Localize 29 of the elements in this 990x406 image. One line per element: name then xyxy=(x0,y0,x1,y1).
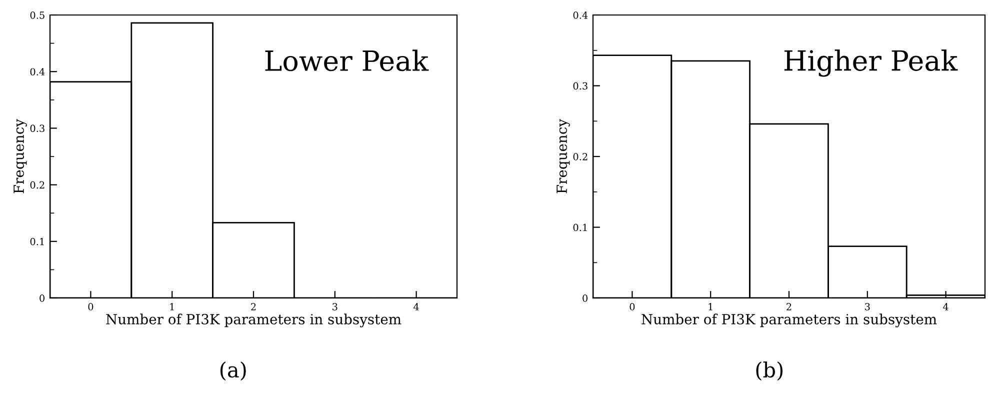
y-tick-label: 0.1 xyxy=(30,238,44,246)
y-tick-label: 0.2 xyxy=(30,181,44,189)
y-tick-label: 0.4 xyxy=(30,68,45,76)
y-axis-title: Frequency xyxy=(556,118,570,194)
x-tick-label: 2 xyxy=(251,303,256,310)
text: (a) xyxy=(220,362,246,381)
x-tick-label: 0 xyxy=(630,303,635,310)
x-tick-label: 1 xyxy=(708,303,712,310)
y-tick-label: 0.2 xyxy=(573,152,588,160)
x-tick-label: 3 xyxy=(332,303,338,310)
y-tick-label: 0.1 xyxy=(573,224,587,232)
x-axis-title: Number of PI3K parameters in subsystem xyxy=(642,314,937,328)
y-tick-label: 0.3 xyxy=(573,82,588,90)
x-axis-title: Number of PI3K parameters in subsystem xyxy=(106,314,402,328)
y-axis-title: Frequency xyxy=(14,118,27,194)
y-tick-label: 0.5 xyxy=(30,11,44,19)
x-tick-label: 3 xyxy=(865,303,870,310)
x-tick-label: 0 xyxy=(88,303,94,310)
annotation: Lower Peak xyxy=(265,50,429,72)
x-tick-label: 1 xyxy=(170,303,174,310)
x-tick-label: 4 xyxy=(943,303,948,310)
y-tick-label: 0.3 xyxy=(30,124,44,132)
x-tick-label: 4 xyxy=(414,303,419,310)
y-tick-label: 0.4 xyxy=(573,11,588,19)
annotation: Higher Peak xyxy=(784,49,958,77)
y-tick-label: 0 xyxy=(40,294,44,302)
text: (b) xyxy=(756,362,783,381)
y-tick-label: 0 xyxy=(582,294,588,302)
x-tick-label: 2 xyxy=(786,303,792,310)
